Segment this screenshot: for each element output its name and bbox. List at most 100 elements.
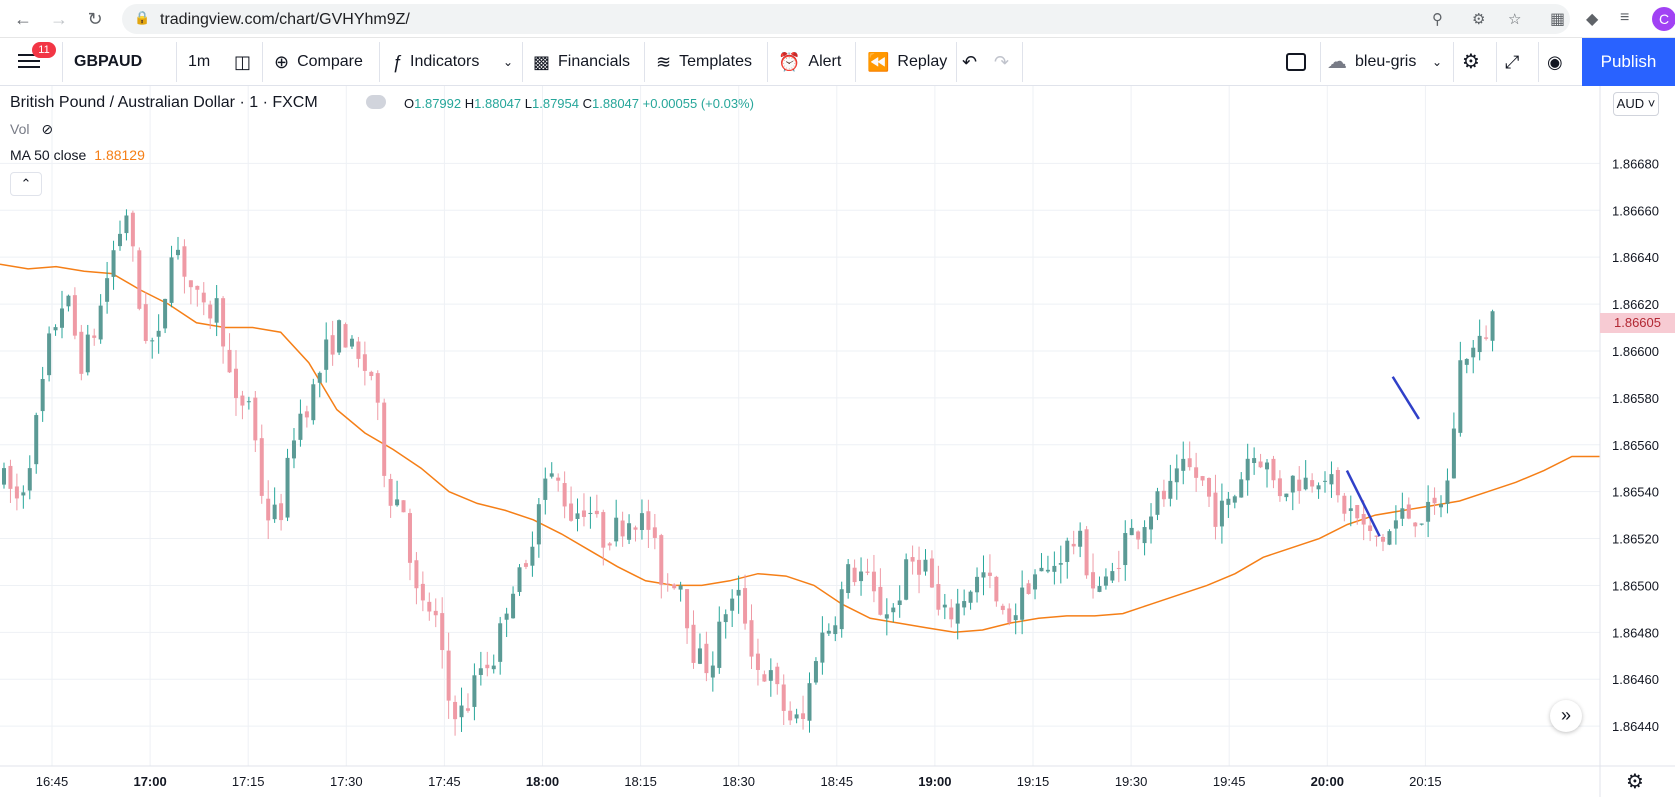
candle-body bbox=[762, 674, 767, 682]
candle-body bbox=[569, 503, 574, 521]
currency-selector[interactable]: AUD ˅ bbox=[1613, 92, 1659, 116]
candle-body bbox=[633, 527, 638, 530]
axis-settings-gear-icon[interactable]: ⚙ bbox=[1626, 771, 1644, 793]
settings-gear-icon[interactable]: ⚙ bbox=[1462, 51, 1480, 73]
extension-icon[interactable]: ▦ bbox=[1550, 11, 1566, 28]
templates-button[interactable]: ≋ Templates bbox=[656, 38, 752, 86]
puzzle-icon[interactable]: ◆ bbox=[1586, 11, 1599, 28]
candle-body bbox=[1464, 358, 1469, 365]
collapse-legend-button[interactable]: ⌃ bbox=[10, 172, 42, 196]
translate-icon[interactable]: ⚙ bbox=[1472, 11, 1486, 28]
candle-body bbox=[343, 324, 348, 348]
single-layout-button[interactable] bbox=[1286, 38, 1306, 86]
undo-icon[interactable]: ↶ bbox=[962, 52, 978, 72]
fullscreen-icon[interactable]: ⤢ bbox=[1505, 52, 1520, 72]
alert-button[interactable]: ⏰ Alert bbox=[778, 38, 841, 86]
candle-body bbox=[1020, 587, 1025, 620]
price-chart[interactable]: 1.86680 1.86660 1.86640 1.86620 1.86600 1.865… bbox=[0, 86, 1675, 797]
candle-body bbox=[1136, 531, 1141, 540]
candle-body bbox=[949, 607, 954, 620]
toolbar-divider bbox=[855, 42, 856, 82]
back-icon[interactable]: ← bbox=[14, 9, 32, 29]
candle-body bbox=[1039, 567, 1044, 572]
candle-body bbox=[201, 292, 206, 303]
redo-icon[interactable]: ↷ bbox=[994, 52, 1010, 72]
menu-icon[interactable] bbox=[18, 50, 40, 72]
candle-body bbox=[453, 701, 458, 720]
toolbar-divider bbox=[1453, 42, 1454, 82]
symbol-search-button[interactable]: GBPAUD bbox=[74, 53, 143, 70]
reload-icon[interactable]: ↻ bbox=[87, 9, 103, 29]
candle-body bbox=[1277, 478, 1282, 497]
candle-body bbox=[871, 571, 876, 592]
forward-icon[interactable]: → bbox=[50, 9, 68, 29]
price-tick-label: 1.86520 bbox=[1612, 532, 1659, 547]
candle-body bbox=[21, 492, 26, 496]
candle-body bbox=[917, 559, 922, 575]
profile-avatar[interactable]: C bbox=[1652, 7, 1675, 31]
camera-icon[interactable]: ◉ bbox=[1547, 52, 1563, 72]
candle-body bbox=[678, 585, 683, 590]
publish-button[interactable]: Publish bbox=[1582, 38, 1675, 86]
layout-name-button[interactable]: ☁ bleu-gris bbox=[1327, 38, 1416, 86]
candle-body bbox=[272, 504, 277, 520]
chart-type-button[interactable]: ◫ bbox=[234, 38, 259, 86]
candle-body bbox=[517, 567, 522, 592]
candle-body bbox=[1477, 335, 1482, 353]
compare-button[interactable]: ⊕ Compare bbox=[274, 38, 363, 86]
eye-hidden-icon[interactable]: ⊘ bbox=[41, 121, 54, 137]
time-tick-label: 18:15 bbox=[624, 774, 657, 789]
open-label: O bbox=[404, 96, 415, 111]
candle-body bbox=[1168, 480, 1173, 499]
candle-body bbox=[820, 632, 825, 663]
candle-body bbox=[1013, 615, 1018, 621]
candle-body bbox=[1355, 505, 1360, 519]
scroll-to-realtime-button[interactable]: » bbox=[1550, 700, 1582, 732]
url-text[interactable]: tradingview.com/chart/GVHYhm9Z/ bbox=[160, 11, 410, 28]
candle-body bbox=[1052, 565, 1057, 572]
legend-more-icon[interactable] bbox=[366, 95, 386, 109]
candle-body bbox=[14, 486, 19, 499]
symbol-legend-title[interactable]: British Pound / Australian Dollar · 1 · … bbox=[10, 94, 318, 111]
candle-body bbox=[910, 557, 915, 562]
replay-button[interactable]: ⏪ Replay bbox=[867, 38, 947, 86]
volume-legend[interactable]: Vol ⊘ bbox=[10, 121, 53, 138]
candle-body bbox=[395, 499, 400, 506]
ma50-line bbox=[0, 263, 1600, 634]
candle-body bbox=[498, 623, 503, 662]
ma-legend[interactable]: MA 50 close 1.88129 bbox=[10, 147, 145, 163]
close-label: C bbox=[582, 96, 593, 111]
financials-button[interactable]: ▩ Financials bbox=[533, 38, 630, 86]
candle-body bbox=[504, 613, 509, 620]
candle-body bbox=[143, 304, 148, 341]
candle-body bbox=[79, 331, 84, 374]
candle-body bbox=[478, 668, 483, 675]
candle-body bbox=[1142, 527, 1147, 544]
candle-body bbox=[246, 401, 251, 403]
candle-body bbox=[169, 257, 174, 303]
price-tick-label: 1.86560 bbox=[1612, 438, 1659, 453]
rewind-icon: ⏪ bbox=[867, 52, 890, 72]
candle-body bbox=[1239, 479, 1244, 498]
price-tick-label: 1.86440 bbox=[1612, 719, 1659, 734]
bookmark-star-icon[interactable]: ☆ bbox=[1508, 11, 1522, 28]
time-tick-label: 17:15 bbox=[232, 774, 265, 789]
price-axis: 1.86680 1.86660 1.86640 1.86620 1.86600 1.865… bbox=[1612, 156, 1659, 734]
layout-dropdown-icon[interactable]: ⌄ bbox=[1432, 55, 1443, 69]
fx-icon: ƒ bbox=[392, 52, 403, 72]
indicators-button[interactable]: ƒ Indicators bbox=[392, 38, 479, 86]
candle-body bbox=[536, 504, 541, 545]
candle-body bbox=[839, 589, 844, 630]
indicators-dropdown-icon[interactable]: ⌄ bbox=[503, 55, 514, 69]
candle-body bbox=[1129, 527, 1134, 536]
candle-body bbox=[775, 666, 780, 685]
reading-list-icon[interactable]: ≡ bbox=[1620, 9, 1630, 26]
candle-body bbox=[1432, 497, 1437, 504]
toolbar-divider bbox=[522, 42, 523, 82]
candle-body bbox=[427, 601, 432, 612]
key-icon[interactable]: ⚲ bbox=[1432, 11, 1443, 28]
candle-body bbox=[723, 614, 728, 623]
address-bar[interactable]: 🔒 tradingview.com/chart/GVHYhm9Z/ ⚲ ⚙ ☆ bbox=[122, 4, 1570, 34]
interval-button[interactable]: 1m bbox=[188, 53, 211, 70]
candle-body bbox=[1174, 468, 1179, 483]
